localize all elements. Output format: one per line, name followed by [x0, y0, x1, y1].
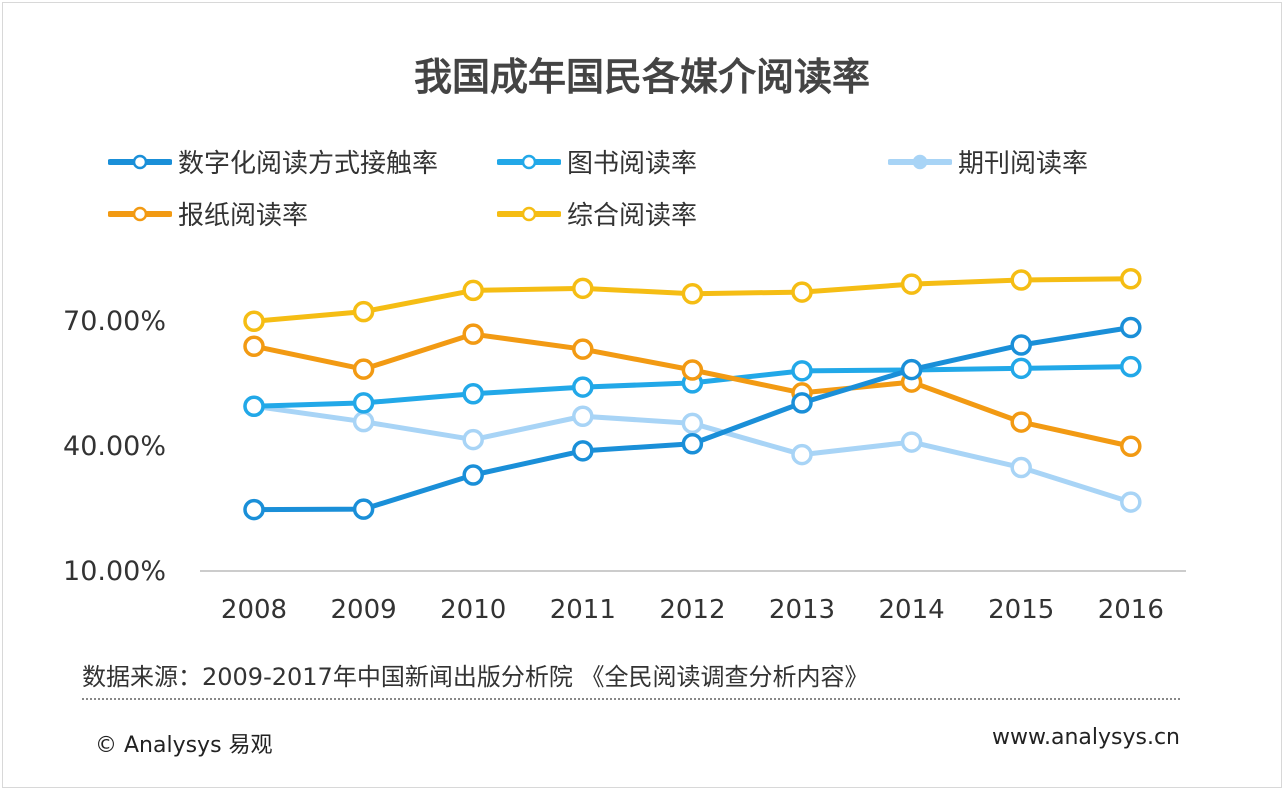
data-point: [572, 277, 594, 300]
data-point: [243, 395, 265, 417]
data-point: [462, 428, 484, 451]
data-point: [572, 376, 594, 398]
data-point: [1120, 435, 1142, 457]
data-point: [352, 498, 375, 520]
legend-label: 图书阅读率: [567, 149, 698, 179]
legend-line-marker-icon: [888, 154, 952, 169]
divider: [82, 698, 1180, 700]
x-tick-label: 2008: [221, 595, 287, 625]
legend-label: 期刊阅读率: [958, 149, 1089, 179]
data-point: [572, 405, 594, 427]
legend-item: 综合阅读率: [497, 195, 697, 232]
data-point: [791, 281, 813, 303]
data-point: [1120, 268, 1142, 290]
x-tick-label: 2013: [769, 595, 835, 625]
legend-item: 数字化阅读方式接触率: [108, 143, 438, 180]
data-point: [681, 433, 704, 455]
data-point: [243, 310, 265, 332]
data-point: [681, 283, 704, 305]
legend-item: 图书阅读率: [497, 143, 697, 180]
data-point: [900, 358, 923, 381]
y-tick-label: 10.00%: [63, 556, 166, 587]
legend-label: 报纸阅读率: [178, 201, 309, 231]
data-point: [572, 440, 594, 462]
data-point: [900, 273, 923, 295]
data-point: [791, 443, 813, 466]
data-point: [900, 431, 923, 453]
data-point: [462, 383, 484, 405]
x-tick-label: 2009: [331, 595, 397, 625]
data-point: [352, 392, 375, 414]
chart-title: 我国成年国民各媒介阅读率: [413, 55, 870, 99]
legend-item: 期刊阅读率: [888, 143, 1088, 180]
legend-line-marker-icon: [497, 154, 561, 169]
data-point: [1120, 355, 1142, 378]
data-point: [462, 323, 484, 345]
legend-label: 综合阅读率: [567, 201, 698, 231]
data-point: [243, 498, 265, 521]
x-tick-label: 2012: [659, 595, 725, 625]
data-source: 数据来源：2009-2017年中国新闻出版分析院 《全民阅读调查分析内容》: [82, 663, 869, 691]
data-point: [462, 279, 484, 302]
x-tick-label: 2014: [879, 595, 945, 625]
x-tick-label: 2011: [550, 595, 616, 625]
data-point: [352, 300, 375, 323]
data-point: [1010, 456, 1032, 479]
y-tick-label: 40.00%: [63, 431, 166, 462]
data-point: [681, 412, 704, 435]
x-tick-label: 2015: [988, 595, 1054, 625]
data-point: [1010, 411, 1032, 433]
x-tick-label: 2010: [440, 595, 506, 625]
copyright: © Analysys 易观: [95, 733, 273, 758]
data-point: [1010, 269, 1032, 291]
legend-item: 报纸阅读率: [108, 195, 308, 232]
data-point: [791, 360, 813, 382]
data-point: [1010, 357, 1032, 380]
data-point: [352, 410, 375, 433]
y-tick-label: 70.00%: [63, 306, 166, 337]
data-point: [352, 358, 375, 380]
data-point: [681, 359, 704, 381]
legend-line-marker-icon: [497, 206, 561, 221]
x-tick-label: 2016: [1098, 595, 1164, 625]
data-point: [1120, 316, 1142, 339]
website-url: www.analysys.cn: [992, 725, 1180, 750]
data-point: [791, 392, 813, 414]
data-point: [1010, 334, 1032, 356]
data-point: [243, 335, 265, 357]
legend-line-marker-icon: [108, 154, 172, 169]
legend-label: 数字化阅读方式接触率: [178, 149, 439, 179]
data-point: [462, 464, 484, 486]
data-point: [1120, 491, 1142, 513]
data-point: [572, 338, 594, 360]
legend-line-marker-icon: [108, 206, 172, 221]
